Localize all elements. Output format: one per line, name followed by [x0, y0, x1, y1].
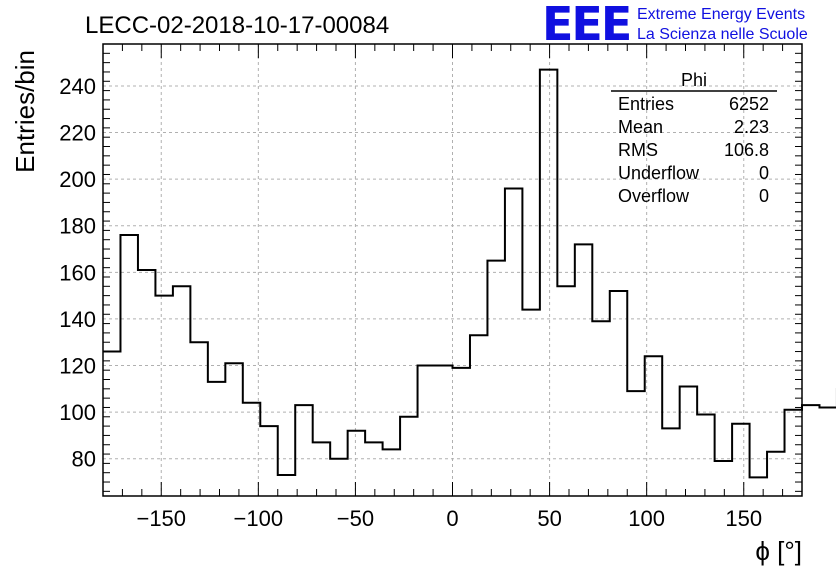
x-tick-label: 0	[446, 506, 458, 531]
grid-lines	[103, 44, 802, 496]
stats-label: Entries	[618, 94, 674, 114]
stats-value: 106.8	[724, 140, 769, 160]
histogram-bin	[697, 414, 714, 496]
x-tick-labels: −150 −100 −50 0 50 100 150	[136, 506, 762, 531]
histogram-bin	[802, 405, 819, 496]
x-tick-label: 150	[725, 506, 762, 531]
x-axis-label: ϕ [°]	[755, 536, 802, 566]
logo-line-2: La Scienza nelle Scuole	[637, 26, 808, 43]
histogram-bins	[103, 68, 836, 496]
histogram-bin	[505, 188, 522, 496]
histogram-bin	[575, 244, 592, 496]
tick-marks	[102, 44, 803, 496]
stats-value: 0	[759, 186, 769, 206]
histogram-bin	[155, 296, 172, 496]
y-tick-label: 220	[59, 121, 96, 146]
histogram-bin	[540, 70, 557, 496]
histogram-bin	[819, 407, 836, 496]
y-tick-labels: 80 100 120 140 160 180 200 220 240	[59, 74, 96, 472]
x-tick-label: 50	[537, 506, 561, 531]
y-tick-label: 80	[72, 447, 96, 472]
histogram-bin	[400, 417, 417, 496]
histogram-bin	[645, 356, 662, 496]
histogram-bin	[470, 335, 487, 496]
histogram-bin	[680, 386, 697, 496]
histogram-bin	[610, 291, 627, 496]
y-axis-label: Entries/bin	[10, 50, 40, 173]
histogram-bin	[313, 442, 330, 496]
stats-label: Underflow	[618, 163, 700, 183]
histogram-bin	[592, 321, 609, 496]
y-tick-label: 200	[59, 167, 96, 192]
histogram-bin	[365, 442, 382, 496]
eee-logo: EEE Extreme Energy Events La Scienza nel…	[542, 0, 808, 51]
histogram-bin	[173, 286, 190, 496]
histogram-bin	[260, 426, 277, 496]
histogram-bin	[418, 366, 435, 496]
logo-line-1: Extreme Energy Events	[637, 6, 805, 23]
y-tick-label: 100	[59, 400, 96, 425]
histogram-bin	[662, 428, 679, 496]
y-tick-label: 180	[59, 214, 96, 239]
histogram-bin	[557, 286, 574, 496]
histogram-bin	[243, 403, 260, 496]
y-tick-label: 140	[59, 307, 96, 332]
x-tick-label: −150	[136, 506, 186, 531]
histogram-bin	[453, 368, 470, 496]
histogram-bin	[487, 261, 504, 496]
x-tick-label: −50	[337, 506, 374, 531]
chart-title: LECC-02-2018-10-17-00084	[85, 12, 389, 39]
histogram-bin	[348, 431, 365, 496]
histogram-bin	[225, 363, 242, 496]
histogram-bin	[522, 310, 539, 496]
y-tick-label: 240	[59, 74, 96, 99]
stats-value: 0	[759, 163, 769, 183]
stats-title: Phi	[681, 70, 707, 90]
histogram-bin	[383, 449, 400, 496]
histogram-bin	[627, 391, 644, 496]
histogram-bin	[767, 452, 784, 496]
histogram-bin	[278, 475, 295, 496]
histogram-bin	[330, 459, 347, 496]
histogram-bin	[785, 410, 802, 496]
histogram-bin	[715, 461, 732, 496]
histogram-bin	[435, 366, 452, 496]
stats-box: Phi Entries 6252 Mean 2.23 RMS 106.8 Underflow…	[611, 70, 777, 206]
stats-label: RMS	[618, 140, 658, 160]
histogram-bin	[103, 352, 120, 496]
stats-rows: Entries 6252 Mean 2.23 RMS 106.8 Underflow 0 Ove…	[618, 94, 769, 206]
histogram-bin	[138, 270, 155, 496]
y-tick-label: 160	[59, 260, 96, 285]
stats-label: Mean	[618, 117, 663, 137]
y-tick-label: 120	[59, 354, 96, 379]
histogram-bin	[732, 424, 749, 496]
histogram-outline	[103, 68, 836, 479]
histogram-bin	[750, 477, 767, 496]
stats-value: 2.23	[734, 117, 769, 137]
histogram-bin	[295, 405, 312, 496]
histogram-bin	[208, 382, 225, 496]
stats-label: Overflow	[618, 186, 690, 206]
x-tick-label: 100	[628, 506, 665, 531]
histogram-bin	[120, 235, 137, 496]
x-tick-label: −100	[234, 506, 284, 531]
logo-letters: EEE	[542, 0, 630, 51]
histogram-bin	[190, 342, 207, 496]
stats-value: 6252	[729, 94, 769, 114]
